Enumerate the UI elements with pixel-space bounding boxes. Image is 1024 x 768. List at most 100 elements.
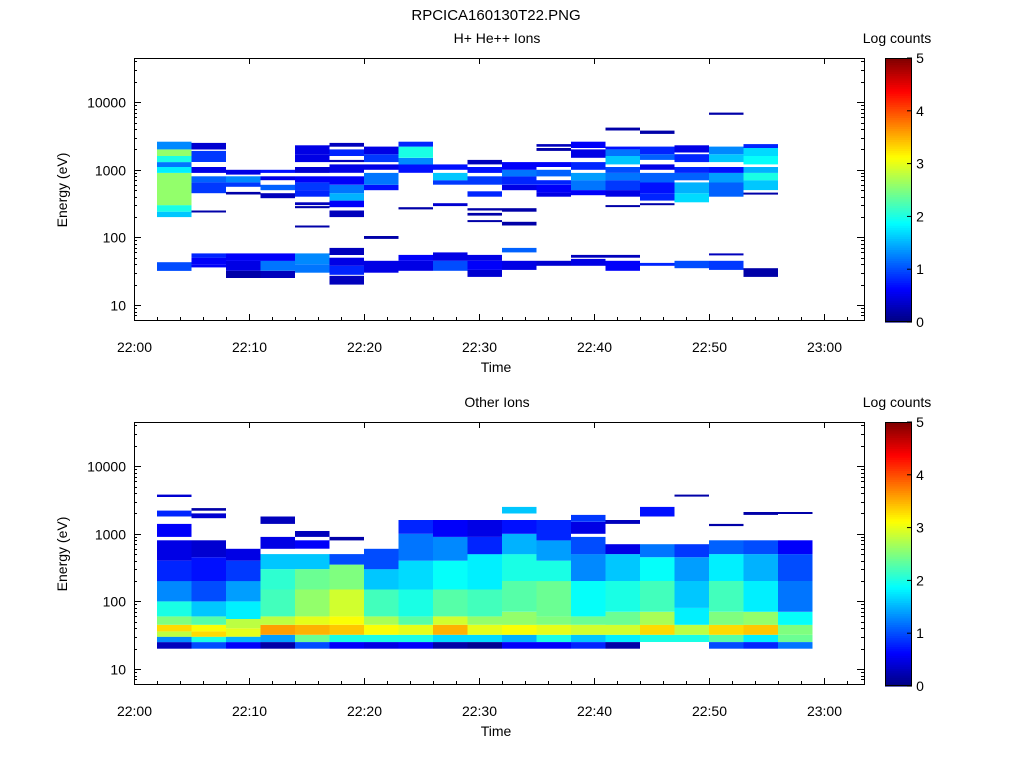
heatmap-cell <box>295 589 330 617</box>
colorbar-step <box>885 558 912 562</box>
heatmap-cell <box>157 494 192 497</box>
colorbar-step <box>885 582 912 586</box>
heatmap-cell <box>295 145 330 155</box>
colorbar-step <box>885 639 912 643</box>
heatmap-cell <box>674 624 709 635</box>
heatmap-cell <box>260 270 295 278</box>
heatmap-cell <box>260 184 295 191</box>
colorbar-step <box>885 192 912 195</box>
colorbar-step <box>885 661 912 665</box>
heatmap-cell <box>536 162 571 167</box>
x-tick-label: 22:30 <box>462 339 497 355</box>
colorbar-tick-label: 4 <box>916 467 924 483</box>
colorbar-step <box>885 468 912 471</box>
heatmap-cell <box>536 144 571 147</box>
y-tick-label: 1000 <box>95 527 126 543</box>
panel-title: H+ He++ Ions <box>454 30 541 46</box>
colorbar-step <box>885 534 912 537</box>
x-tick-label: 22:20 <box>347 339 382 355</box>
colorbar-step <box>885 141 912 145</box>
colorbar-step <box>885 653 912 656</box>
heatmap-cell <box>536 520 571 541</box>
heatmap-cell <box>467 589 502 617</box>
heatmap-cell <box>743 512 778 515</box>
colorbar-frame <box>885 422 912 686</box>
heatmap-cell <box>157 624 192 632</box>
x-tick-label: 22:50 <box>692 703 727 719</box>
colorbar-tick-label: 2 <box>916 208 924 224</box>
heatmap-cell <box>571 180 606 191</box>
heatmap-cell <box>571 642 606 649</box>
colorbar-step <box>885 170 912 173</box>
heatmap-cell <box>536 184 571 193</box>
heatmap-cell <box>674 581 709 608</box>
heatmap-cell <box>605 634 640 642</box>
heatmap-cell <box>536 624 571 635</box>
heatmap-cell <box>157 510 192 517</box>
colorbar-step <box>885 132 912 136</box>
x-tick-label: 23:00 <box>807 703 842 719</box>
heatmap-cell <box>329 193 364 201</box>
colorbar-step <box>885 512 912 515</box>
heatmap-cell <box>778 581 813 612</box>
colorbar-step <box>885 291 912 294</box>
colorbar-step <box>885 205 912 209</box>
heatmap-cell <box>709 172 744 183</box>
panel-other-ions: Other Ions Log counts Energy (eV) Time 2… <box>54 394 931 739</box>
x-tick-label: 22:50 <box>692 339 727 355</box>
colorbar-step <box>885 510 912 513</box>
heatmap-cell <box>295 225 330 228</box>
heatmap-cell <box>433 616 468 625</box>
colorbar-step <box>885 490 912 493</box>
colorbar-step <box>885 677 912 680</box>
colorbar-step <box>885 571 912 575</box>
colorbar-step <box>885 648 912 652</box>
heatmap-cell <box>398 260 433 271</box>
heatmap-cell <box>260 536 295 549</box>
colorbar-tick-label: 0 <box>916 678 924 694</box>
x-tick-label: 22:10 <box>232 703 267 719</box>
heatmap-cell <box>743 144 778 148</box>
heatmap-cell <box>467 520 502 537</box>
colorbar-step <box>885 457 912 460</box>
colorbar-step <box>885 613 912 617</box>
colorbar-step <box>885 289 912 292</box>
heatmap-cell <box>571 258 606 266</box>
heatmap-cell <box>571 172 606 181</box>
colorbar-step <box>885 562 912 566</box>
heatmap-cell <box>364 569 399 590</box>
heatmap-cell <box>502 221 537 226</box>
heatmap-cell <box>191 581 226 602</box>
heatmap-cell <box>571 514 606 522</box>
heatmap-cell <box>467 634 502 642</box>
heatmap-cell <box>398 624 433 635</box>
heatmap-cell <box>364 154 399 163</box>
heatmap-cell <box>329 184 364 194</box>
heatmap-cell <box>743 167 778 173</box>
colorbar-step <box>885 578 912 581</box>
colorbar-step <box>885 163 912 167</box>
colorbar-step <box>885 119 912 123</box>
heatmap-cell <box>743 611 778 625</box>
colorbar-step <box>885 212 912 215</box>
colorbar-step <box>885 245 912 248</box>
heatmap-cell <box>329 589 364 617</box>
colorbar-step <box>885 106 912 110</box>
heatmap-cell <box>640 581 675 612</box>
heatmap-cell <box>709 154 744 163</box>
heatmap-cell <box>433 172 468 181</box>
heatmap-cell <box>467 624 502 635</box>
colorbar: 0 1 2 3 4 5 <box>885 414 924 694</box>
heatmap-cell <box>329 142 364 147</box>
heatmap-cell <box>502 520 537 534</box>
heatmap-cell <box>295 253 330 265</box>
heatmap-cell <box>364 589 399 617</box>
colorbar-step <box>885 58 912 61</box>
heatmap-cell <box>398 520 433 534</box>
colorbar-step <box>885 80 912 83</box>
colorbar-step <box>885 437 912 441</box>
colorbar-step <box>885 565 912 568</box>
heatmap-cell <box>364 184 399 191</box>
colorbar-step <box>885 69 912 72</box>
heatmap-cell <box>295 634 330 642</box>
